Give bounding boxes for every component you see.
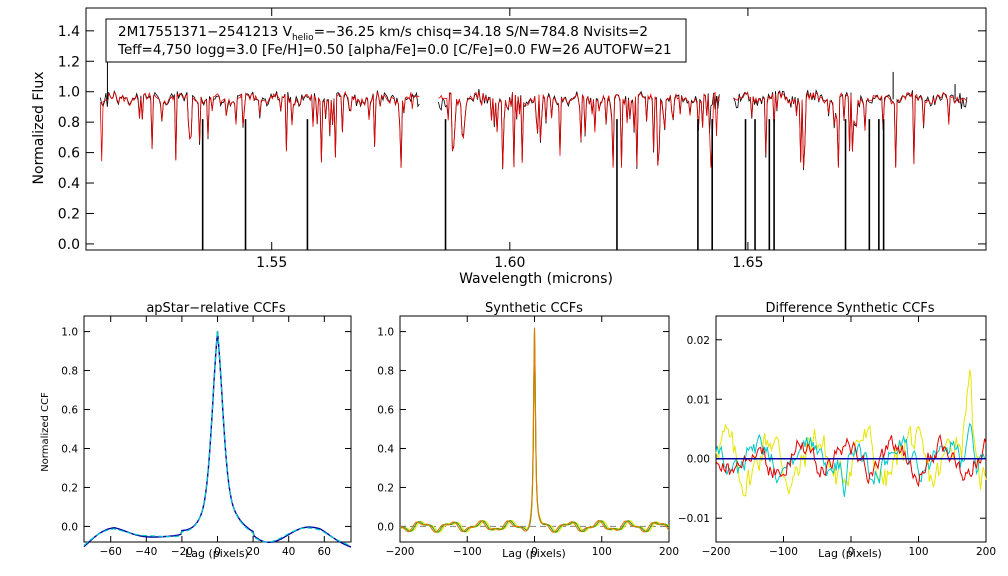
- xtick-label: 1.65: [732, 255, 763, 271]
- apstar-ccf-panel: apStar−relative CCFs −60 −40 −20 0 20 40 60 0.0…: [40, 301, 352, 560]
- spectrum-panel: 1.55 1.60 1.65 0.0 0.2 0.4 0.6 0.8 1.0 1.2 1.4 Wav…: [31, 7, 987, 287]
- spectrum-xlabel: Wavelength (microns): [459, 271, 613, 287]
- xtick-label: 100: [908, 546, 928, 558]
- ytick-label: 0.00: [687, 454, 710, 466]
- xtick-label: −20: [171, 546, 193, 558]
- apstar-ccf-title: apStar−relative CCFs: [146, 301, 286, 316]
- ytick-label: 0.0: [377, 521, 394, 533]
- xtick-label: −200: [702, 546, 731, 558]
- ytick-label: 1.0: [61, 327, 78, 339]
- synthetic-ccf-panel: Synthetic CCFs −200 −100 0 100 200 0.0 0.2 0.4 0…: [377, 301, 679, 560]
- xtick-label: 1.60: [494, 255, 525, 271]
- xtick-label: 40: [282, 546, 295, 558]
- synthetic-ccf-title: Synthetic CCFs: [485, 301, 583, 316]
- xtick-label: 0: [848, 546, 855, 558]
- ytick-label: 0.4: [377, 443, 394, 455]
- diff-ccf-xlabel: Lag (pixels): [818, 547, 882, 560]
- diff-ccf-frame: [715, 315, 987, 543]
- xtick-label: −40: [135, 546, 157, 558]
- annotation-line2: Teff=4,750 logg=3.0 [Fe/H]=0.50 [alpha/F…: [117, 42, 672, 58]
- annotation-line1: 2M17551371−2541213 Vhelio=−36.25 km/s ch…: [118, 24, 648, 43]
- synthetic-ccf-xlabel: Lag (pixels): [502, 547, 566, 560]
- spectrum-model-line: [438, 91, 720, 168]
- diff-ccf-line: [715, 369, 987, 497]
- ytick-label: 1.4: [58, 24, 80, 40]
- diff-ccf-line: [715, 433, 987, 488]
- ytick-label: 0.6: [377, 405, 394, 417]
- spectrum-ylabel: Normalized Flux: [31, 72, 47, 185]
- ytick-label: 0.2: [58, 206, 80, 222]
- ytick-label: 0.8: [58, 115, 80, 131]
- diff-ccf-panel: Difference Synthetic CCFs −200 −100 0 100 20…: [678, 301, 996, 560]
- ytick-label: 0.0: [58, 237, 80, 253]
- ytick-label: 0.8: [61, 366, 78, 378]
- synthetic-ccf-line: [399, 327, 670, 533]
- spectrum-frame: [85, 7, 987, 251]
- xtick-label: 60: [318, 546, 331, 558]
- xtick-label: 0: [214, 546, 221, 558]
- ytick-label: 0.0: [61, 521, 78, 533]
- xtick-label: 200: [976, 546, 996, 558]
- xtick-label: −60: [100, 546, 122, 558]
- spectrum-annotation-box: 2M17551371−2541213 Vhelio=−36.25 km/s ch…: [105, 18, 687, 63]
- spectrum-observed-line: [99, 90, 420, 168]
- ytick-label: 0.4: [61, 443, 78, 455]
- xtick-label: −100: [769, 546, 798, 558]
- ytick-label: −0.01: [678, 513, 710, 525]
- ytick-label: 1.0: [377, 327, 394, 339]
- ytick-label: 0.01: [687, 394, 710, 406]
- apstar-ccf-xlabel: Lag (pixels): [185, 547, 249, 560]
- ytick-label: 0.6: [61, 405, 78, 417]
- apstar-ccf-frame: [83, 315, 352, 543]
- ytick-label: 0.2: [377, 482, 394, 494]
- xtick-label: −200: [386, 546, 415, 558]
- spectrum-model-line: [733, 90, 968, 168]
- xtick-label: −100: [453, 546, 482, 558]
- apstar-ccf-line: [83, 331, 352, 548]
- spectrum-model-line: [99, 90, 420, 168]
- apstar-ccf-ylabel: Normalized CCF: [40, 392, 51, 472]
- ytick-label: 0.4: [58, 176, 80, 192]
- ytick-label: 0.6: [58, 146, 80, 162]
- xtick-label: 200: [659, 546, 679, 558]
- ytick-label: 1.0: [58, 85, 80, 101]
- xtick-label: 20: [246, 546, 259, 558]
- ytick-label: 1.2: [58, 54, 80, 70]
- apstar-ccf-line: [83, 330, 352, 547]
- ytick-label: 0.02: [687, 335, 710, 347]
- ytick-label: 0.2: [61, 482, 78, 494]
- xtick-label: 1.55: [256, 255, 287, 271]
- xtick-label: 0: [531, 546, 538, 558]
- xtick-label: 100: [592, 546, 612, 558]
- ytick-label: 0.8: [377, 366, 394, 378]
- diff-ccf-title: Difference Synthetic CCFs: [765, 301, 934, 316]
